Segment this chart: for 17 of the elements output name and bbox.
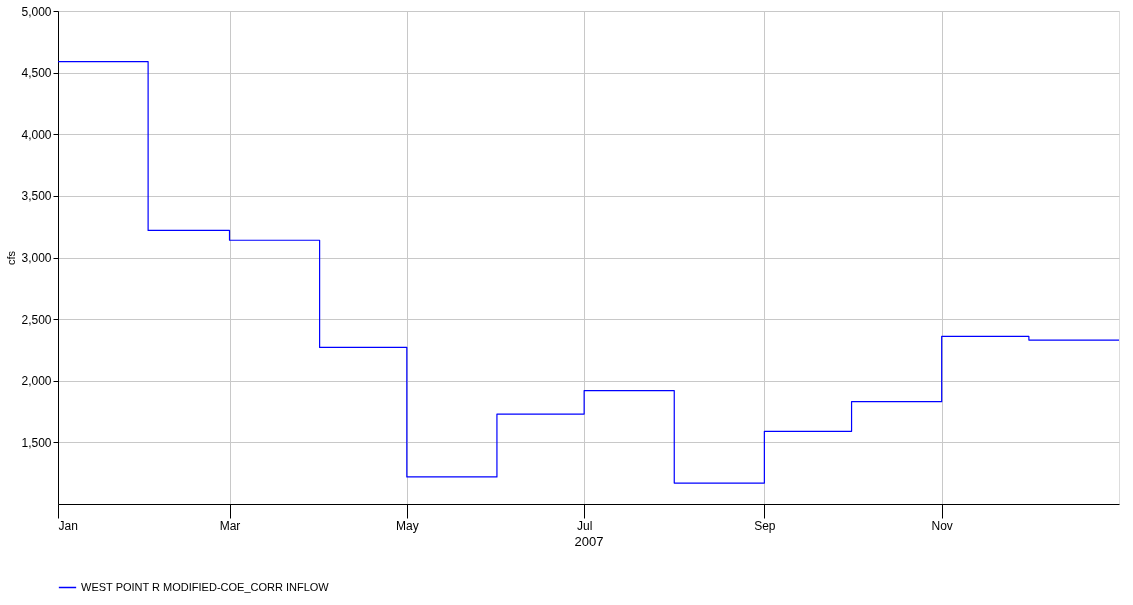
x-axis-title: 2007 <box>574 533 604 549</box>
y-tick-label: 5,000 <box>21 4 52 19</box>
legend-label: WEST POINT R MODIFIED-COE_CORR INFLOW <box>81 580 330 593</box>
x-tick-label: Jan <box>58 518 78 533</box>
y-tick-label: 3,000 <box>21 251 52 265</box>
y-axis-title: cfs <box>5 250 18 266</box>
y-tick-label: 1,500 <box>21 435 52 450</box>
y-tick-label: 3,500 <box>21 189 52 204</box>
x-tick-label: Mar <box>219 518 241 533</box>
y-tick-label: 4,500 <box>21 66 52 81</box>
x-tick-label: Jul <box>576 518 593 533</box>
x-tick-label: May <box>395 518 419 533</box>
x-tick-label: Sep <box>754 518 776 533</box>
y-tick-label: 4,000 <box>21 127 52 142</box>
y-tick-label: 2,500 <box>21 312 52 327</box>
x-tick-label: Nov <box>931 518 953 533</box>
y-tick-label: 2,000 <box>21 374 52 389</box>
